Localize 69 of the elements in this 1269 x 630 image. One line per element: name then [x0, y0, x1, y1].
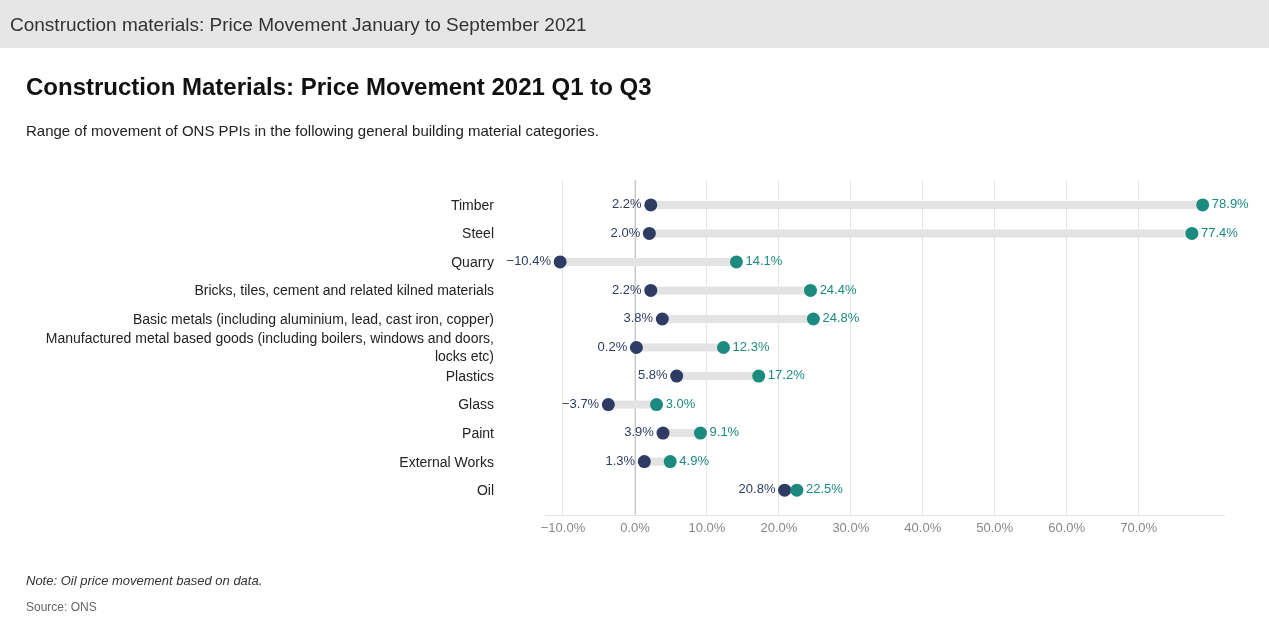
point — [804, 283, 818, 297]
y-tick-label: Manufactured metal based goods (including boilers, windows and doors, locks etc) — [45, 330, 494, 365]
point — [642, 226, 656, 240]
data-label: −10.4% — [506, 253, 552, 269]
data-label: 4.9% — [679, 452, 710, 468]
point — [644, 198, 658, 212]
point — [629, 341, 643, 354]
data-label: 1.3% — [605, 452, 636, 468]
data-label: 24.8% — [822, 310, 860, 326]
y-tick-label: Basic metals (including aluminium, lead, cast iron, copper) — [132, 310, 494, 327]
point — [650, 398, 664, 412]
data-label: 2.0% — [610, 224, 641, 240]
point — [637, 455, 651, 469]
point — [655, 312, 669, 326]
y-tick-label: Steel — [462, 225, 494, 242]
x-tick-label: 70.0% — [1120, 519, 1158, 535]
data-label: 5.8% — [637, 367, 668, 383]
y-tick-label: Bricks, tiles, cement and related kilned materials — [194, 282, 494, 299]
x-tick-label: −10.0% — [540, 519, 586, 535]
point — [693, 426, 707, 440]
data-label: 3.9% — [624, 424, 655, 440]
point — [778, 483, 792, 497]
data-label: 22.5% — [805, 481, 844, 497]
point — [670, 369, 684, 383]
data-label: 9.1% — [709, 424, 740, 440]
y-tick-label: External Works — [399, 453, 494, 470]
text: Note: Oil price movement based on data. — [26, 573, 263, 588]
data-label: 12.3% — [732, 338, 770, 354]
y-tick-label: Plastics — [445, 367, 494, 384]
y-tick-label: Timber — [450, 196, 495, 213]
text: Construction materials: Price Movement January to September 2021 — [10, 14, 587, 35]
data-label: 0.2% — [597, 338, 628, 354]
x-tick-label: 20.0% — [760, 519, 798, 535]
point — [716, 341, 730, 354]
point — [806, 312, 820, 326]
point — [601, 398, 615, 412]
x-tick-label: 0.0% — [620, 519, 651, 535]
x-tick-label: 40.0% — [904, 519, 942, 535]
x-tick-label: 50.0% — [976, 519, 1014, 535]
data-label: 17.2% — [767, 367, 806, 383]
text: Range of movement of ONS PPIs in the following general building material categories. — [26, 122, 599, 139]
data-label: 3.0% — [665, 395, 696, 411]
y-tick-label: Quarry — [451, 253, 494, 270]
data-label: −3.7% — [561, 395, 600, 411]
point — [752, 369, 766, 383]
point — [790, 483, 804, 497]
point — [1185, 226, 1199, 240]
source-note: Source: ONS — [26, 600, 97, 614]
data-label: 3.8% — [623, 310, 654, 326]
x-tick-label: 30.0% — [832, 519, 870, 535]
point — [644, 283, 658, 297]
data-label: 78.9% — [1211, 196, 1250, 212]
text: Construction Materials: Price Movement 2021 Q1 to Q3 — [26, 73, 652, 100]
point — [1196, 198, 1210, 212]
y-tick-label: Glass — [458, 396, 494, 413]
data-label: 2.2% — [612, 281, 643, 297]
data-label: 14.1% — [745, 253, 783, 269]
point — [663, 455, 677, 469]
point — [729, 255, 743, 269]
point — [553, 255, 567, 269]
data-label: 20.8% — [738, 481, 776, 497]
data-label: 24.4% — [819, 281, 857, 297]
data-label: 77.4% — [1201, 224, 1239, 240]
y-tick-label: Oil — [476, 482, 494, 499]
x-tick-label: 60.0% — [1048, 519, 1086, 535]
y-tick-label: Paint — [462, 424, 495, 441]
point — [656, 426, 670, 440]
x-tick-label: 10.0% — [688, 519, 726, 535]
data-label: 2.2% — [612, 196, 643, 212]
